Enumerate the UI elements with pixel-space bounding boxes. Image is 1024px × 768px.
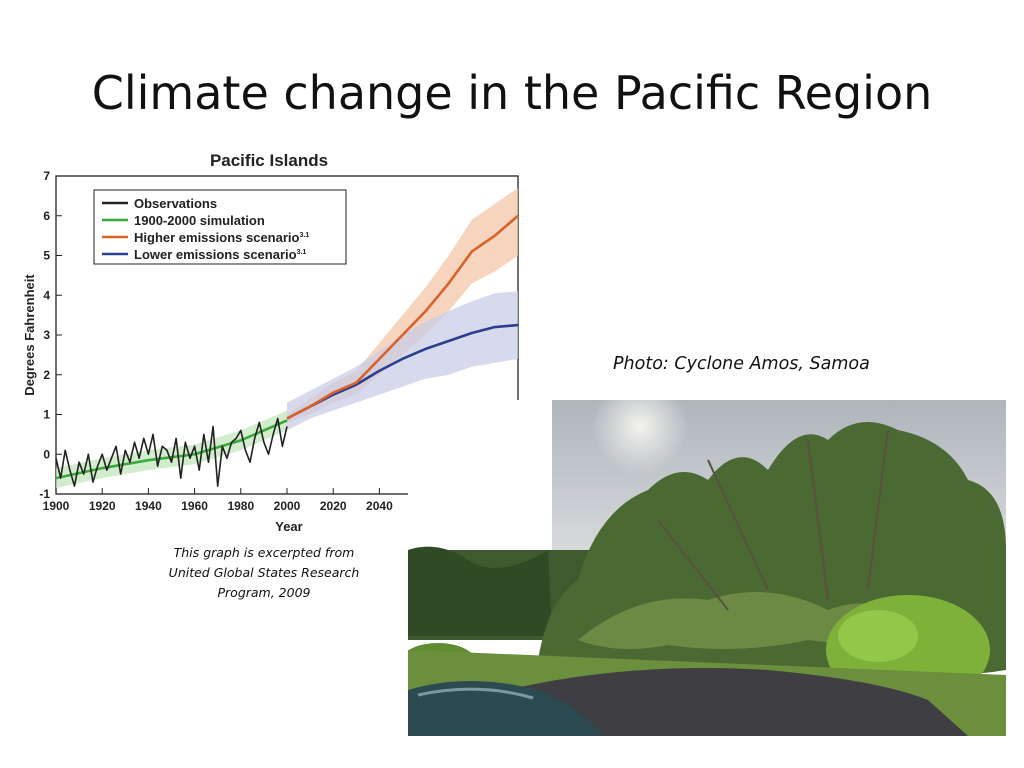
gravel-driveway bbox=[468, 668, 968, 736]
series-line-1900-2000-simulation bbox=[55, 419, 288, 480]
y-tick-label-3: 3 bbox=[43, 328, 50, 342]
y-tick-label-4: 4 bbox=[43, 288, 50, 302]
foliage-left bbox=[408, 546, 552, 636]
x-tick-label-1960: 1960 bbox=[181, 499, 208, 513]
legend-superscript-lower: 3.1 bbox=[297, 249, 307, 256]
y-tick-label-5: 5 bbox=[43, 249, 50, 263]
x-tick-label-2000: 2000 bbox=[274, 499, 301, 513]
y-tick-label--1: -1 bbox=[39, 487, 50, 501]
y-tick-label-0: 0 bbox=[43, 447, 50, 461]
uncertainty-band-simulation bbox=[56, 410, 287, 489]
slide-title: Climate change in the Pacific Region bbox=[91, 66, 933, 120]
y-tick-label-1: 1 bbox=[43, 408, 50, 422]
legend-label-observations: Observations bbox=[134, 196, 217, 211]
series-line-higher-emissions-scenario bbox=[286, 214, 519, 420]
x-axis-label: Year bbox=[275, 519, 302, 534]
x-tick-label-1980: 1980 bbox=[227, 499, 254, 513]
chart-title: Pacific Islands bbox=[210, 151, 328, 170]
x-tick-label-1900: 1900 bbox=[43, 499, 70, 513]
legend-label-lower: Lower emissions scenario bbox=[134, 247, 297, 262]
x-tick-label-1920: 1920 bbox=[89, 499, 116, 513]
chart-legend: Observations 1900-2000 simulation Higher… bbox=[93, 189, 347, 265]
graph-source-caption: This graph is excerpted from United Glob… bbox=[168, 545, 360, 600]
series-line-observations bbox=[55, 417, 288, 487]
cyclone-photo bbox=[408, 400, 1006, 736]
legend-superscript-higher: 3.1 bbox=[299, 232, 309, 239]
y-tick-label-7: 7 bbox=[43, 169, 50, 183]
car-roof bbox=[408, 681, 603, 736]
x-tick-label-2040: 2040 bbox=[366, 499, 393, 513]
uncertainty-band-lower-emissions-scenario bbox=[287, 291, 518, 431]
legend-entry-higher: Higher emissions scenario3.1 bbox=[134, 230, 309, 245]
legend-box bbox=[93, 189, 347, 265]
uncertainty-band-higher-emissions-scenario bbox=[287, 187, 518, 423]
x-tick-label-1940: 1940 bbox=[135, 499, 162, 513]
y-tick-label-6: 6 bbox=[43, 209, 50, 223]
photo-caption: Photo: Cyclone Amos, Samoa bbox=[613, 354, 870, 374]
sun-glare bbox=[592, 400, 688, 474]
legend-label-simulation: 1900-2000 simulation bbox=[134, 213, 265, 228]
legend-entry-lower: Lower emissions scenario3.1 bbox=[134, 247, 306, 262]
y-axis-label: Degrees Fahrenheit bbox=[22, 274, 37, 396]
x-tick-label-2020: 2020 bbox=[320, 499, 347, 513]
pacific-islands-chart: Pacific Islands 1900 1920 1940 1960 1980 2000… bbox=[4, 136, 552, 544]
y-tick-label-2: 2 bbox=[43, 368, 50, 382]
legend-label-higher: Higher emissions scenario bbox=[134, 230, 300, 245]
